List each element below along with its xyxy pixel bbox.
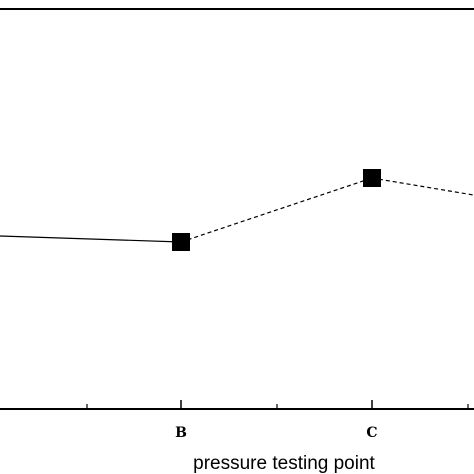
- series-line-solid-segment: [0, 235, 182, 243]
- x-tick-label-b: B: [175, 425, 187, 441]
- series-lines: [0, 177, 474, 243]
- series-markers: [172, 169, 381, 251]
- data-point-b: [172, 233, 190, 251]
- x-axis-title: pressure testing point: [193, 453, 375, 474]
- minor-ticks: [86, 404, 469, 409]
- x-tick-label-c: C: [366, 425, 377, 441]
- plot-frame: [0, 8, 474, 410]
- series-line-segment-c-d: [371, 177, 474, 196]
- series-line-segment-b-c: [180, 177, 373, 243]
- data-point-c: [363, 169, 381, 187]
- major-ticks: [180, 400, 373, 409]
